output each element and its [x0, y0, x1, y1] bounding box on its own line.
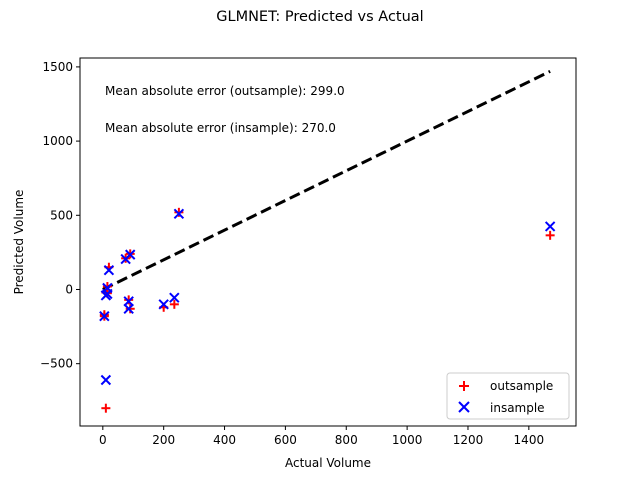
outsample-point [101, 403, 111, 413]
outsample-point [169, 299, 179, 309]
y-tick-label: 1500 [42, 60, 73, 74]
x-tick-label: 1400 [514, 433, 545, 447]
insample-point [125, 249, 136, 260]
x-tick-label: 400 [213, 433, 236, 447]
legend-insample-marker [458, 401, 470, 413]
insample-point [169, 292, 180, 303]
outsample-point [125, 304, 135, 314]
insample-point [100, 374, 112, 386]
legend-box [446, 372, 570, 420]
annotation-insample-mae: Mean absolute error (insample): 270.0 [105, 121, 336, 135]
insample-point [123, 303, 134, 314]
y-tick-label: 0 [65, 282, 73, 296]
reference-line [102, 70, 551, 291]
chart-title: GLMNET: Predicted vs Actual [216, 9, 423, 25]
outsample-point [545, 230, 555, 240]
legend-insample-label: insample [490, 401, 545, 415]
insample-point [99, 310, 110, 322]
insample-point [173, 208, 185, 220]
outsample-point [124, 295, 134, 305]
insample-point [123, 296, 134, 307]
insample-point [103, 264, 115, 276]
insample-point [158, 299, 169, 310]
x-tick-label: 0 [99, 433, 107, 447]
x-tick-label: 1200 [453, 433, 484, 447]
legend: outsample insample [446, 372, 570, 420]
y-tick-label: 500 [50, 208, 73, 222]
insample-point [544, 221, 556, 232]
points-layer [99, 207, 556, 413]
y-axis-label: Predicted Volume [12, 190, 26, 295]
legend-outsample-label: outsample [490, 379, 553, 393]
y-axis: −500 0 500 1000 1500 [40, 60, 80, 371]
x-tick-label: 600 [274, 433, 297, 447]
insample-point [100, 290, 112, 301]
x-axis-label: Actual Volume [285, 456, 371, 470]
plot-area: 0 200 400 600 800 1000 1200 1400 −500 0 500 1000 15… [40, 57, 577, 447]
y-tick-label: 1000 [42, 134, 73, 148]
legend-outsample-marker [459, 381, 469, 391]
plot-frame [79, 57, 577, 427]
annotation-outsample-mae: Mean absolute error (outsample): 299.0 [105, 84, 345, 98]
x-tick-label: 200 [152, 433, 175, 447]
x-tick-label: 1000 [392, 433, 423, 447]
outsample-point [174, 207, 184, 217]
x-tick-label: 800 [335, 433, 358, 447]
reference-line-layer [102, 70, 551, 291]
y-tick-label: −500 [40, 357, 73, 371]
x-axis: 0 200 400 600 800 1000 1200 1400 [99, 426, 544, 447]
outsample-point [99, 310, 109, 320]
